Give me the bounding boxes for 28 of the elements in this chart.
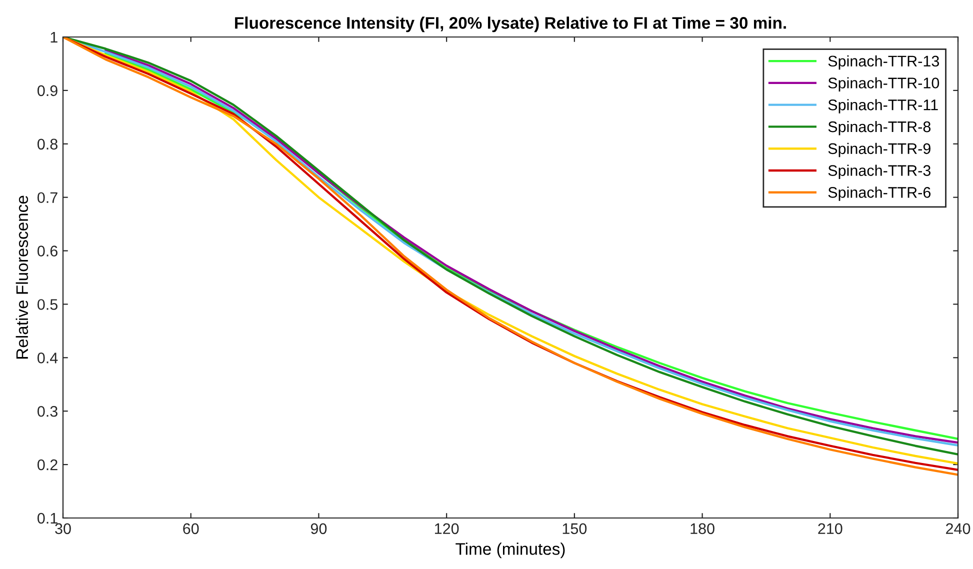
- y-tick-label: 0.7: [38, 192, 58, 204]
- y-tick-label: 0.8: [38, 138, 58, 150]
- legend-label: Spinach-TTR-11: [828, 99, 938, 114]
- x-tick-label: 120: [434, 523, 459, 534]
- x-tick-label: 30: [55, 523, 71, 534]
- legend-label: Spinach-TTR-3: [828, 164, 931, 179]
- legend-label: Spinach-TTR-6: [828, 186, 931, 201]
- y-axis-title: Relative Fluorescence: [16, 196, 28, 359]
- y-tick-label: 0.5: [38, 299, 58, 310]
- y-tick-label: 0.6: [38, 246, 58, 256]
- x-tick-label: 60: [183, 523, 199, 534]
- legend-label: Spinach-TTR-8: [828, 120, 931, 136]
- y-tick-label: 0.2: [38, 459, 58, 470]
- x-tick-label: 180: [690, 523, 714, 534]
- legend-label: Spinach-TTR-9: [828, 142, 930, 158]
- y-tick-label: 0.9: [38, 85, 58, 96]
- x-tick-label: 240: [946, 523, 970, 534]
- chart-title: Fluorescence Intensity (FI, 20% lysate) Relative to FI at Time = 30 min.: [235, 16, 786, 32]
- y-tick-label: 0.4: [38, 352, 58, 364]
- x-axis-title: Time (minutes): [456, 542, 565, 558]
- x-tick-label: 210: [818, 523, 842, 534]
- x-tick-label: 90: [310, 523, 327, 534]
- x-tick-label: 150: [562, 523, 587, 534]
- legend-label: Spinach-TTR-13: [828, 55, 939, 70]
- y-tick-label: 0.3: [38, 406, 58, 417]
- y-tick-label: 0.1: [38, 512, 58, 524]
- y-tick-label: 1: [50, 32, 58, 43]
- legend-label: Spinach-TTR-10: [828, 77, 940, 92]
